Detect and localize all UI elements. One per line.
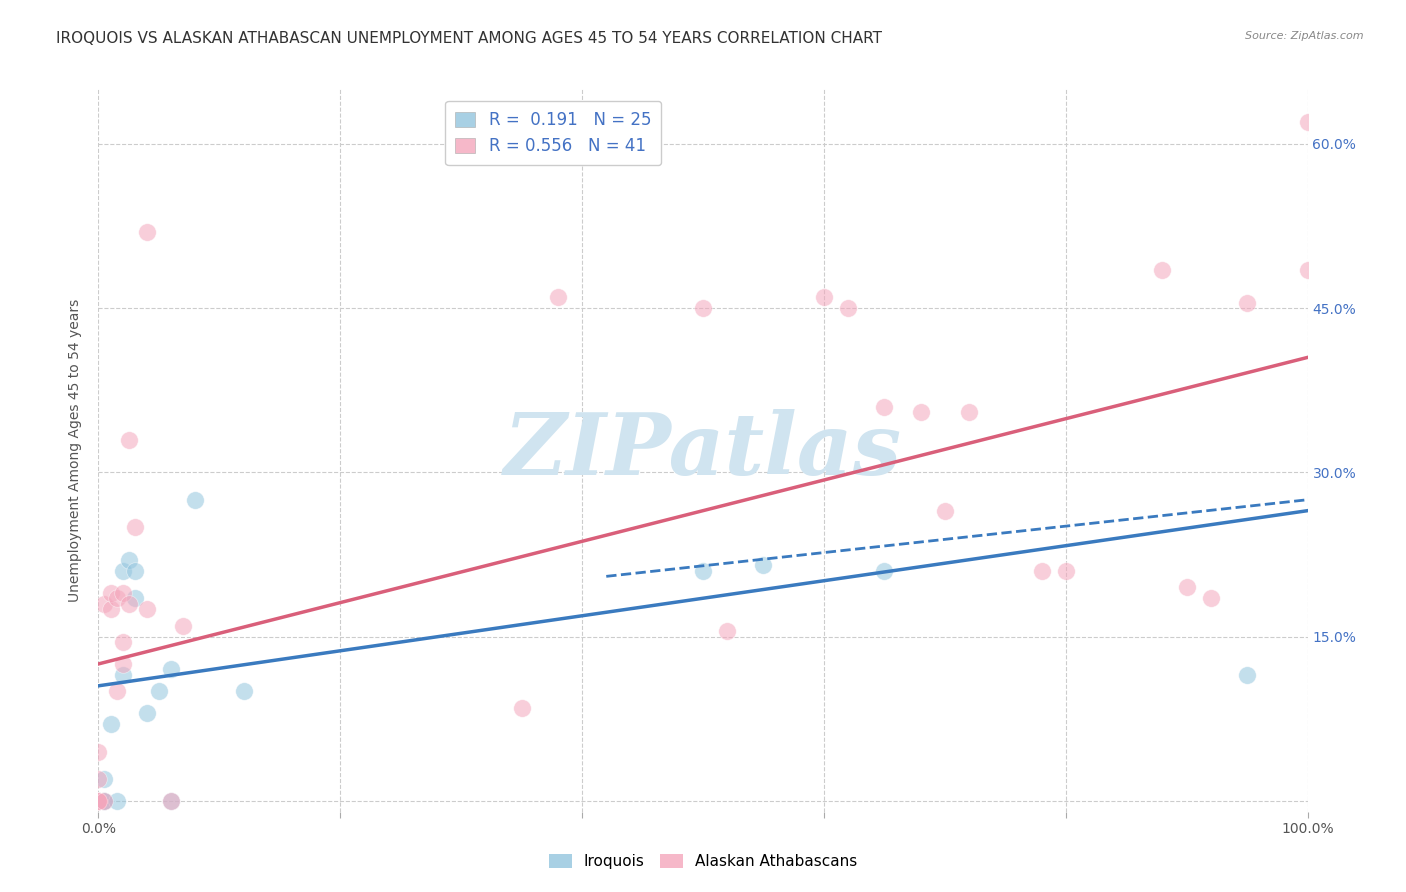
Text: Source: ZipAtlas.com: Source: ZipAtlas.com (1246, 31, 1364, 41)
Point (87, 794, 110, 808)
Point (124, 564, 146, 578)
Point (100, 717, 122, 731)
Point (87, 794, 110, 808)
Point (93, 794, 115, 808)
Point (87, 794, 110, 808)
Point (232, 684, 254, 698)
Point (547, 290, 569, 304)
Y-axis label: Unemployment Among Ages 45 to 54 years: Unemployment Among Ages 45 to 54 years (69, 299, 83, 602)
Legend: R =  0.191   N = 25, R = 0.556   N = 41: R = 0.191 N = 25, R = 0.556 N = 41 (446, 101, 661, 166)
Point (716, 624, 738, 639)
Point (100, 586, 122, 600)
Point (135, 225, 157, 239)
Point (184, 492, 207, 507)
Point (87, 772, 110, 786)
Point (910, 405, 932, 419)
Point (124, 520, 146, 534)
Legend: Iroquois, Alaskan Athabascans: Iroquois, Alaskan Athabascans (543, 848, 863, 875)
Point (87, 794, 110, 808)
Point (87, 794, 110, 808)
Point (87, 794, 110, 808)
Point (87, 794, 110, 808)
Point (1236, 668, 1258, 682)
Point (873, 564, 896, 578)
Point (93, 794, 115, 808)
Point (87, 794, 110, 808)
Point (160, 794, 183, 808)
Point (934, 503, 956, 517)
Point (1175, 580, 1198, 594)
Point (93, 772, 115, 786)
Point (160, 662, 183, 676)
Point (1152, 262, 1174, 277)
Point (957, 405, 980, 419)
Point (111, 668, 134, 682)
Text: IROQUOIS VS ALASKAN ATHABASCAN UNEMPLOYMENT AMONG AGES 45 TO 54 YEARS CORRELATIO: IROQUOIS VS ALASKAN ATHABASCAN UNEMPLOYM… (56, 31, 882, 46)
Point (100, 602, 122, 616)
Point (1296, 115, 1319, 129)
Point (111, 586, 134, 600)
Point (692, 301, 714, 315)
Point (124, 591, 146, 606)
Point (87, 794, 110, 808)
Point (105, 591, 128, 606)
Text: ZIPatlas: ZIPatlas (503, 409, 903, 492)
Point (105, 794, 128, 808)
Point (752, 558, 775, 573)
Point (118, 553, 141, 567)
Point (87, 794, 110, 808)
Point (135, 706, 157, 721)
Point (118, 433, 141, 447)
Point (1236, 295, 1258, 310)
Point (1199, 591, 1222, 606)
Point (837, 301, 859, 315)
Point (510, 700, 533, 714)
Point (111, 635, 134, 649)
Point (111, 657, 134, 671)
Point (160, 794, 183, 808)
Point (172, 618, 194, 632)
Point (105, 684, 128, 698)
Point (93, 794, 115, 808)
Point (135, 602, 157, 616)
Point (873, 400, 896, 414)
Point (813, 290, 835, 304)
Point (111, 564, 134, 578)
Point (93, 597, 115, 611)
Point (1031, 564, 1053, 578)
Point (1054, 564, 1077, 578)
Point (118, 597, 141, 611)
Point (692, 564, 714, 578)
Point (1296, 262, 1319, 277)
Point (87, 744, 110, 758)
Point (148, 684, 170, 698)
